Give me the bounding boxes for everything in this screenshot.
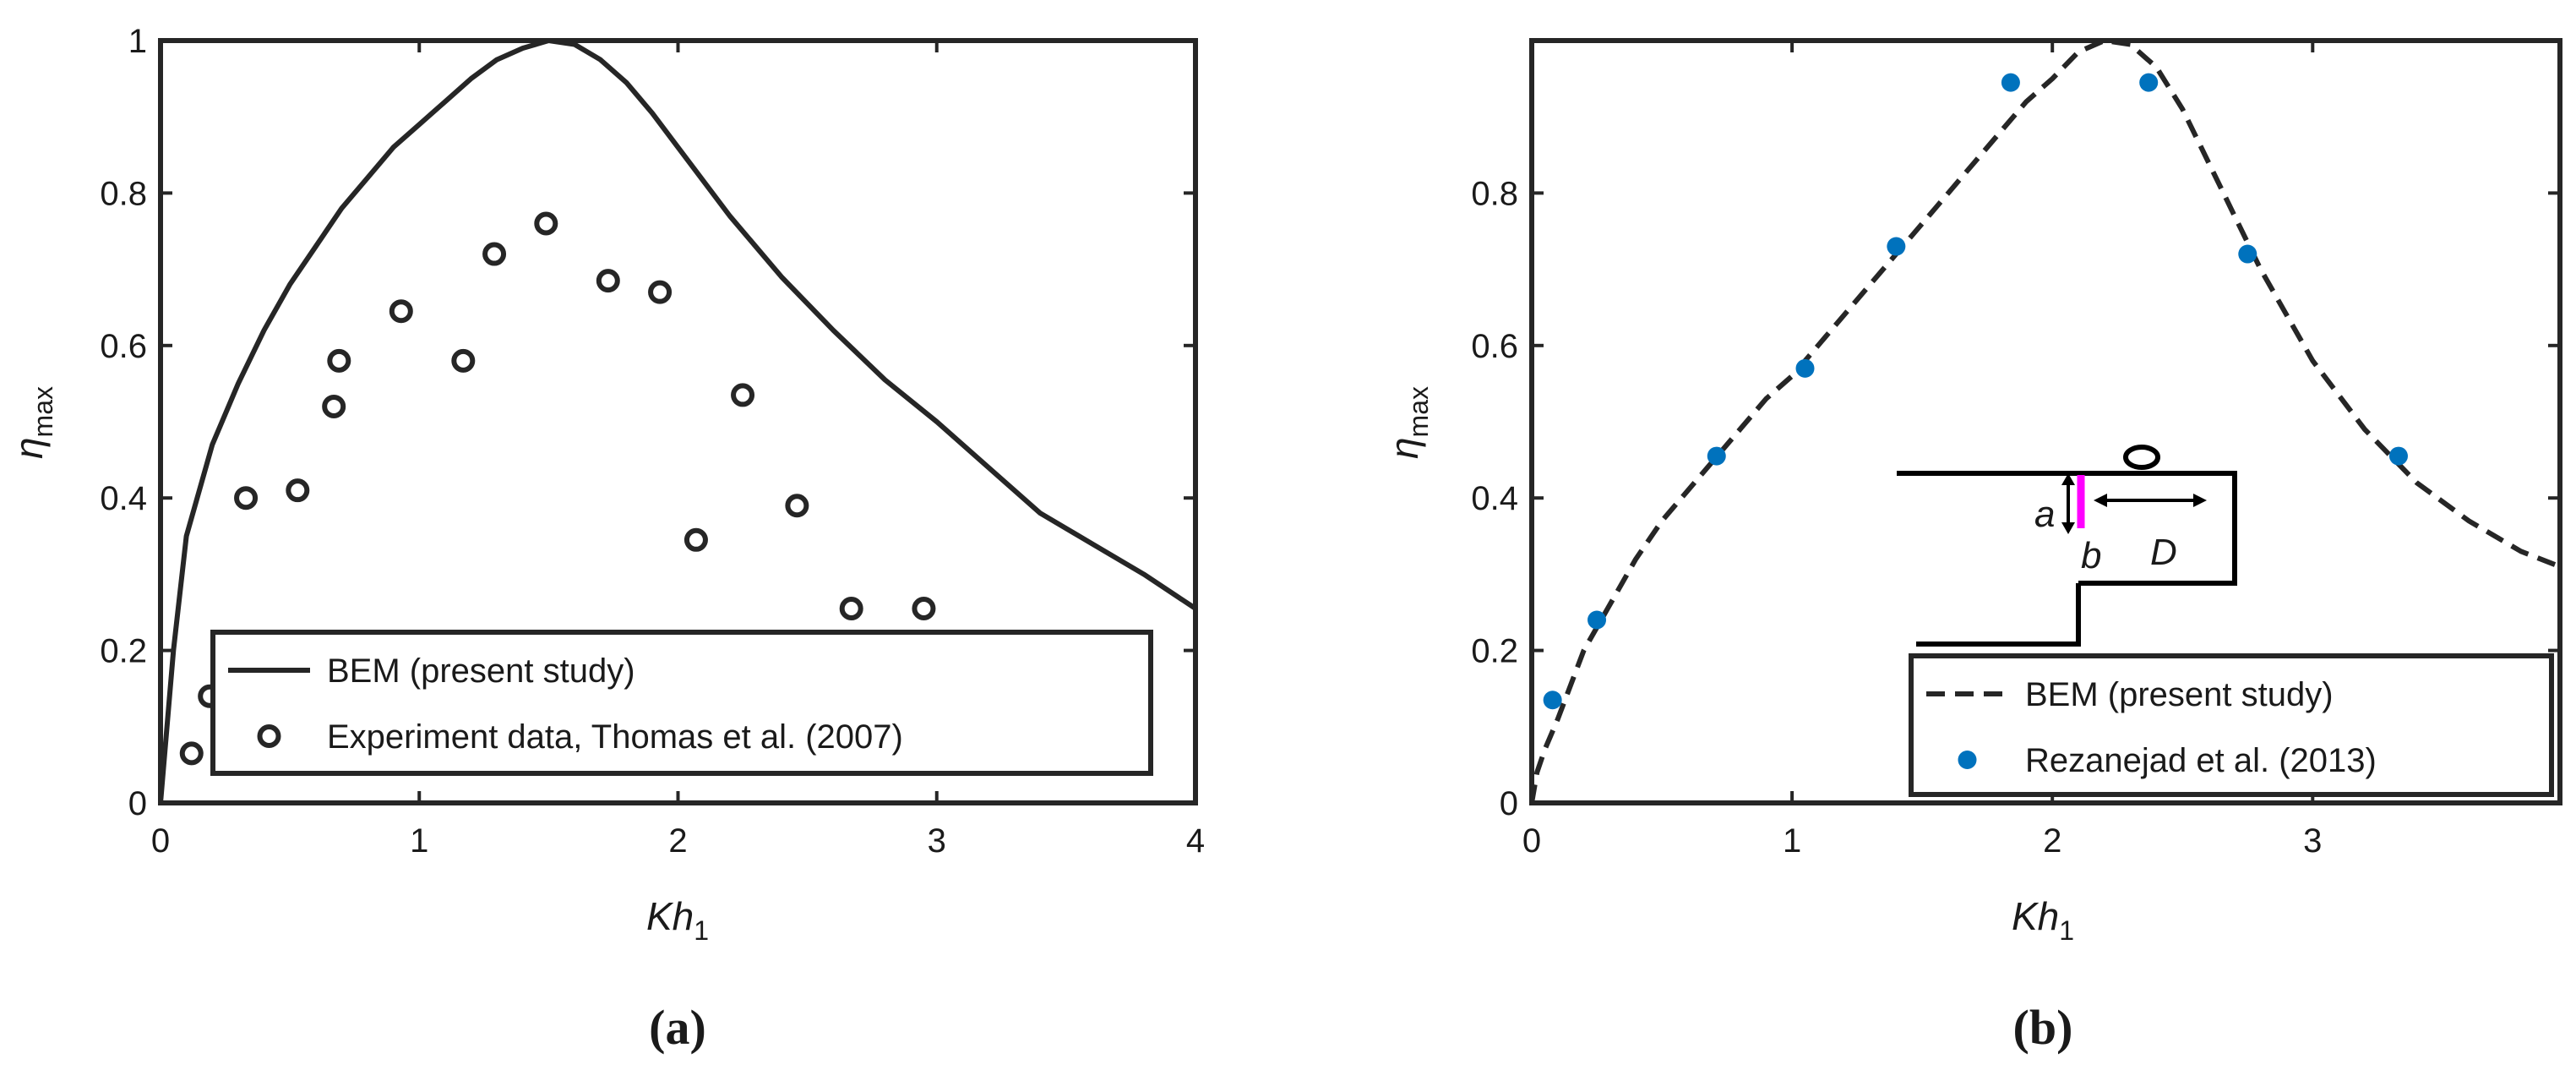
- panel-a-series-group: [161, 41, 1195, 803]
- panel-a-experiment-point: [389, 299, 413, 324]
- panel-a-x-axis-label-main: Kh: [646, 894, 694, 938]
- panel-a-legend-entry-label: Experiment data, Thomas et al. (2007): [327, 718, 903, 756]
- panel-a-experiment-point: [648, 280, 673, 304]
- panel-a-bem-line: [161, 41, 1195, 803]
- panel-a-y-axis-label-sub: max: [28, 386, 58, 437]
- panel-a-x-tick-label: 1: [410, 822, 428, 860]
- panel-b-y-axis-label: ηmax: [1382, 386, 1434, 459]
- panel-a-experiment-point: [327, 348, 351, 373]
- panel-a-plot-area: 0 1 2 3 4 0 0.2 0.4 0.6 0.8 1: [100, 23, 1205, 860]
- panel-a-experiment-point: [683, 527, 708, 552]
- inset-a-arrow: [2061, 473, 2075, 534]
- panel-a-legend-circle-swatch: [257, 724, 281, 748]
- panel-b-bem-line: [1532, 41, 2560, 803]
- panel-b-x-tick-label: 2: [2043, 822, 2061, 860]
- panel-a-experiment-point: [731, 383, 755, 407]
- panel-a-y-tick-label: 1: [128, 23, 147, 60]
- panel-b-rezanejad-point: [1707, 446, 1726, 466]
- panel-b-y-tick-label: 0.4: [1471, 480, 1518, 517]
- panel-a-y-axis-label-main: η: [7, 437, 51, 459]
- inset-upper-wall: [1897, 471, 2237, 586]
- inset-float-icon: [2123, 445, 2160, 470]
- inset-label-d: D: [2150, 532, 2177, 573]
- panel-b-y-tick-label: 0.6: [1471, 328, 1518, 365]
- panel-b-x-axis-label-sub: 1: [2059, 915, 2074, 946]
- panel-b-y-axis-label-sub: max: [1403, 386, 1434, 437]
- panel-b-x-axis-label-main: Kh: [2012, 894, 2059, 938]
- panel-a-legend: BEM (present study) Experiment data, Thom…: [210, 630, 1153, 776]
- panel-a-experiment-point: [596, 269, 620, 293]
- panel-a-experiment-point: [179, 741, 204, 766]
- panel-a-y-tick-label: 0.2: [100, 633, 147, 670]
- panel-b-legend-box: [1909, 653, 2554, 797]
- panel-a-x-axis-label: Kh1: [646, 894, 709, 946]
- panel-b-rezanejad-point: [2001, 73, 2020, 92]
- panel-b-rezanejad-point: [1887, 237, 1906, 256]
- panel-b-x-tick-label: 0: [1522, 822, 1541, 860]
- panel-b-rezanejad-point: [1588, 610, 1607, 630]
- panel-a-experiment-point: [286, 478, 310, 503]
- panel-b-rezanejad-point: [1543, 691, 1562, 710]
- panel-b-plot-area: 0 1 2 3 0 0.2 0.4 0.6 0.8: [1471, 38, 2562, 860]
- panel-b-legend-dot-swatch: [1958, 751, 1977, 769]
- panel-a-experiment-point: [534, 211, 558, 236]
- panel-b-legend-entry-label: Rezanejad et al. (2013): [2025, 742, 2377, 779]
- panel-b-x-axis-label: Kh1: [2012, 894, 2074, 946]
- panel-b-rezanejad-point: [2388, 446, 2408, 466]
- panel-a-legend-box: [210, 630, 1153, 776]
- panel-b-rezanejad-point: [2238, 244, 2257, 264]
- panel-b-x-tick-label: 3: [2303, 822, 2322, 860]
- panel-b-axes-frame: [1529, 38, 2562, 805]
- panel-a-legend-entry-label: BEM (present study): [327, 652, 635, 690]
- panel-a-x-tick-label: 4: [1186, 822, 1205, 860]
- panel-a-y-axis-label: ηmax: [7, 386, 58, 459]
- panel-b-x-tick-label: 1: [1783, 822, 1801, 860]
- panel-a-experiment-point: [839, 596, 863, 620]
- panel-a-x-tick-label: 2: [668, 822, 687, 860]
- panel-a-y-tick-label: 0.8: [100, 175, 147, 212]
- panel-b-y-tick-label: 0.2: [1471, 633, 1518, 670]
- panel-a-y-tick-label: 0.6: [100, 328, 147, 365]
- panel-a-experiment-point: [912, 596, 936, 620]
- panel-a-experiment-point: [451, 348, 476, 373]
- panel-b-inset-diagram: a b D: [1897, 445, 2237, 647]
- panel-a-y-tick-label: 0.4: [100, 480, 147, 517]
- inset-d-arrow: [2094, 494, 2207, 507]
- panel-a-experiment-point: [234, 486, 259, 510]
- panel-b-label: (b): [2013, 1000, 2073, 1055]
- panel-a-label: (a): [649, 1000, 706, 1055]
- panel-b-y-axis-label-main: η: [1382, 437, 1426, 459]
- panel-b-legend: BEM (present study) Rezanejad et al. (201…: [1909, 653, 2554, 797]
- panel-a-x-axis-label-sub: 1: [694, 915, 709, 946]
- inset-label-a: a: [2034, 494, 2055, 535]
- panel-b-y-tick-label: 0.8: [1471, 175, 1518, 212]
- panel-b-series-group: [1532, 41, 2560, 803]
- panel-a-experiment-point: [785, 494, 809, 518]
- panel-b-chart: 0 1 2 3 0 0.2 0.4 0.6 0.8 a b D BEM (present stu…: [1382, 38, 2562, 1055]
- panel-b-y-tick-label: 0: [1500, 785, 1518, 822]
- panel-a-chart: 0 1 2 3 4 0 0.2 0.4 0.6 0.8 1 BEM (present study) E…: [7, 23, 1205, 1055]
- panel-a-experiment-point: [482, 242, 507, 266]
- panel-a-y-tick-label: 0: [128, 785, 147, 822]
- inset-label-b: b: [2081, 535, 2101, 576]
- panel-a-experiment-point: [322, 394, 346, 418]
- inset-lower-wall: [1916, 583, 2081, 647]
- panel-a-x-tick-label: 3: [928, 822, 946, 860]
- panel-b-legend-entry-label: BEM (present study): [2025, 676, 2334, 713]
- panel-b-rezanejad-point: [2139, 73, 2159, 92]
- panel-b-rezanejad-point: [1795, 358, 1815, 378]
- panel-a-x-tick-label: 0: [151, 822, 170, 860]
